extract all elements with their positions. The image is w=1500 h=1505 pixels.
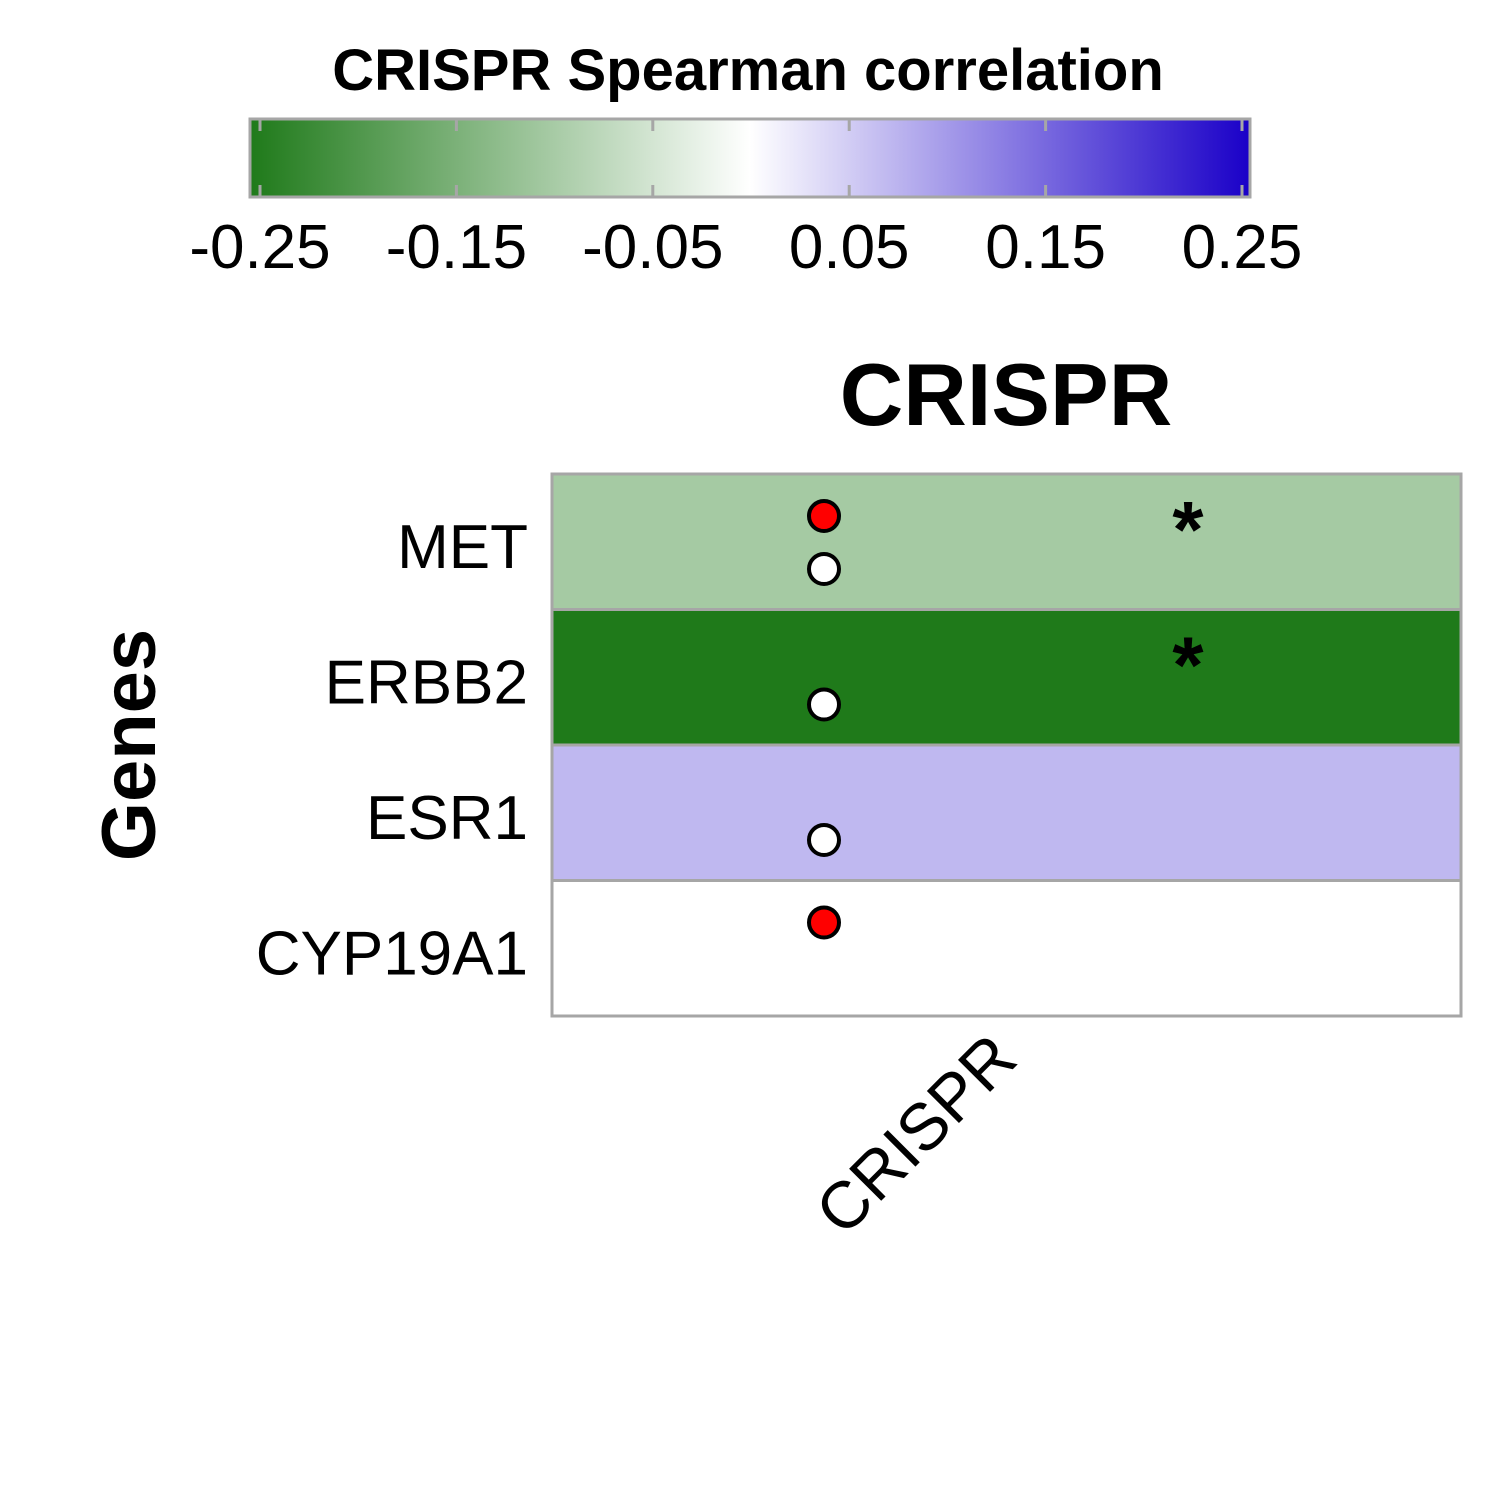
significance-marker: * — [1172, 485, 1204, 574]
colorbar-ticks: -0.25 -0.15 -0.05 0.05 0.15 0.25 — [189, 119, 1302, 282]
column-label: CRISPR — [801, 1020, 1030, 1249]
row-labels: MET ERBB2 ESR1 CYP19A1 — [256, 513, 528, 989]
marker-dot-top — [807, 905, 841, 940]
heatmap-cell — [550, 743, 1463, 882]
colorbar-tick-label: 0.25 — [1182, 213, 1303, 282]
heatmap-cell — [550, 879, 1463, 1018]
colorbar — [248, 117, 1252, 199]
colorbar-title: CRISPR Spearman correlation — [332, 38, 1164, 103]
colorbar-tick-label: -0.05 — [582, 213, 723, 282]
markers: ** — [807, 485, 1204, 940]
chart-title: CRISPR — [840, 345, 1173, 444]
marker-dot-bottom — [807, 552, 841, 586]
heatmap-cell — [550, 608, 1463, 747]
marker-dot-bottom — [807, 823, 841, 857]
row-label: CYP19A1 — [256, 920, 528, 989]
row-label: MET — [397, 513, 528, 582]
colorbar-tick-label: -0.25 — [189, 213, 330, 282]
row-label: ESR1 — [366, 784, 528, 853]
colorbar-tick-label: -0.15 — [386, 213, 527, 282]
column-labels: CRISPR — [801, 1020, 1030, 1249]
row-label: ERBB2 — [325, 649, 528, 718]
y-axis-label: Genes — [87, 629, 172, 861]
marker-dot-top — [807, 499, 841, 533]
colorbar-tick-label: 0.05 — [789, 213, 910, 282]
colorbar-tick-label: 0.15 — [985, 213, 1106, 282]
significance-marker: * — [1172, 621, 1204, 710]
marker-dot-bottom — [807, 687, 841, 722]
heatmap-cell — [550, 472, 1463, 611]
heatmap-cells — [550, 472, 1463, 1018]
